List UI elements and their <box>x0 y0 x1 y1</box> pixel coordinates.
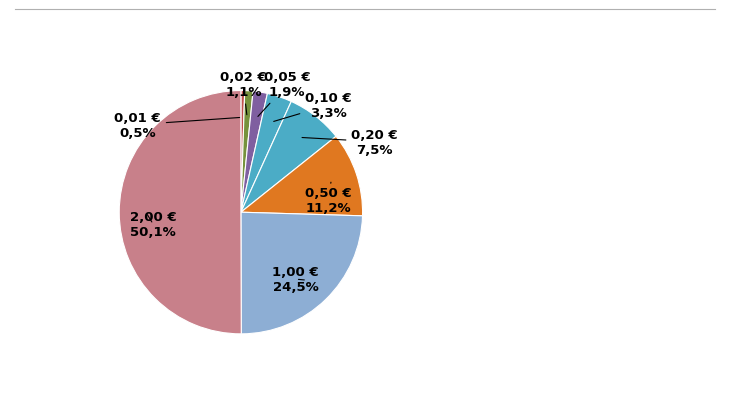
Wedge shape <box>241 91 245 213</box>
Wedge shape <box>119 91 242 334</box>
Text: 0,20 €
7,5%: 0,20 € 7,5% <box>302 128 398 156</box>
Wedge shape <box>241 91 253 213</box>
Wedge shape <box>241 92 267 213</box>
Text: 1,00 €
24,5%: 1,00 € 24,5% <box>272 265 319 293</box>
Wedge shape <box>241 137 363 216</box>
Text: 0,10 €
3,3%: 0,10 € 3,3% <box>274 92 352 122</box>
Text: 0,05 €
1,9%: 0,05 € 1,9% <box>258 71 310 117</box>
Text: 0,02 €
1,1%: 0,02 € 1,1% <box>220 71 266 115</box>
Text: 0,01 €
0,5%: 0,01 € 0,5% <box>114 111 239 139</box>
Wedge shape <box>241 102 336 213</box>
Wedge shape <box>241 213 363 334</box>
Text: 0,50 €
11,2%: 0,50 € 11,2% <box>305 183 352 214</box>
Text: 2,00 €
50,1%: 2,00 € 50,1% <box>130 211 177 239</box>
Wedge shape <box>241 94 291 213</box>
